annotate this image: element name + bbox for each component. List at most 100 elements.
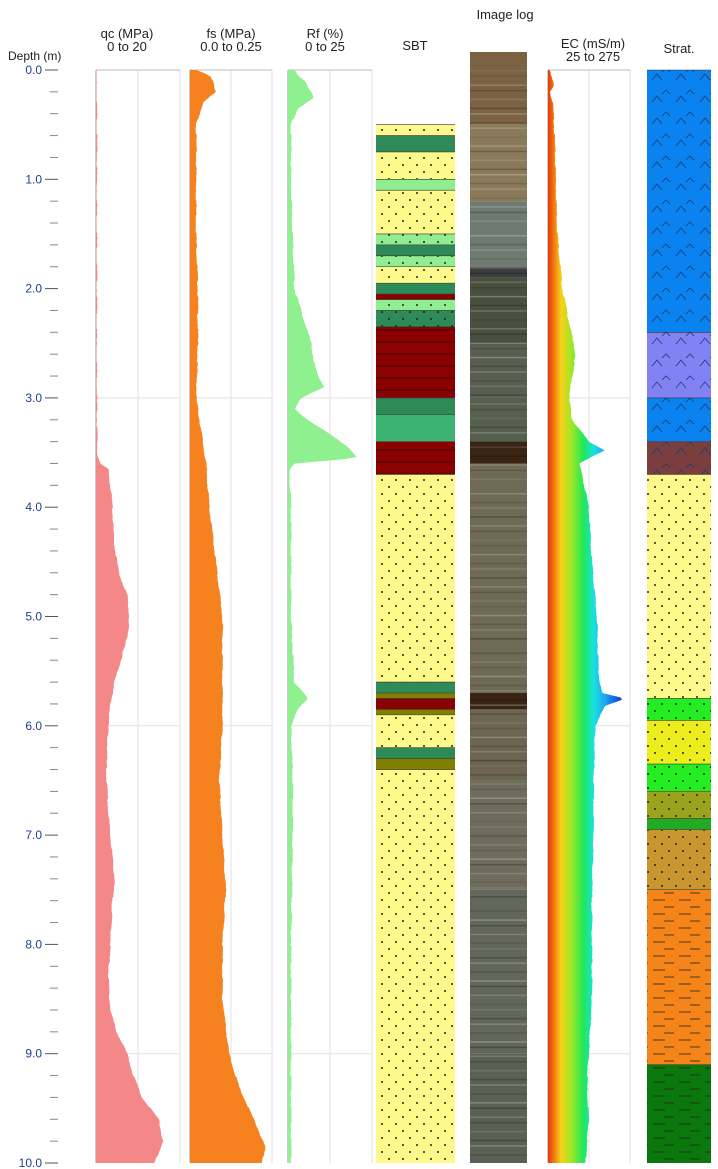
strat-layer-pattern <box>647 764 711 792</box>
image-log-streak <box>470 1032 527 1034</box>
image-log-streak <box>470 1139 527 1142</box>
image-log-streak <box>470 844 527 846</box>
ec-area <box>548 70 623 1163</box>
image-log-streak <box>470 188 527 190</box>
sbt-layer-pattern <box>376 124 455 136</box>
image-log-streak <box>470 956 527 959</box>
image-log-streak <box>470 759 527 762</box>
image-log-streak <box>470 568 527 570</box>
sbt-layer-pattern <box>376 266 455 284</box>
sbt-layer <box>376 135 455 152</box>
image-log-streak <box>470 661 527 663</box>
strat-layer-pattern <box>647 441 711 475</box>
depth-tick-label: 6.0 <box>25 719 42 733</box>
sbt-layer <box>376 244 455 256</box>
image-log-streak <box>470 1154 527 1156</box>
image-log-streak <box>470 1003 527 1006</box>
depth-tick-label: 9.0 <box>25 1047 42 1061</box>
qc-header: qc (MPa) 0 to 20 <box>82 27 172 53</box>
image-log-streak <box>470 783 527 785</box>
image-log-streak <box>470 492 527 495</box>
fs-area <box>190 70 266 1163</box>
image-log-streak <box>470 994 527 997</box>
sbt-track-label: SBT <box>402 38 428 53</box>
depth-tick-label: 7.0 <box>25 828 42 842</box>
image-log-streak <box>470 820 527 823</box>
image-log-streak <box>470 107 527 110</box>
fs-header: fs (MPa) 0.0 to 0.25 <box>186 27 276 53</box>
image-log-streak <box>470 698 527 701</box>
image-log-streak <box>470 614 527 617</box>
image-log-track <box>470 52 527 1163</box>
image-log-streak <box>470 464 527 466</box>
strat-layer <box>647 818 711 830</box>
sbt-layer <box>376 682 455 694</box>
image-log-streak <box>470 98 527 101</box>
image-log-streak <box>470 197 527 199</box>
image-log-band <box>470 441 527 464</box>
image-log-streak <box>470 704 527 706</box>
image-log-streak <box>470 881 527 884</box>
image-log-streak <box>470 600 527 602</box>
sbt-layer <box>376 698 455 710</box>
depth-tick-label: 10.0 <box>19 1156 43 1169</box>
image-log-streak <box>470 713 527 715</box>
image-log-streak <box>470 501 527 504</box>
image-log-streak <box>470 440 527 443</box>
strat-layer-pattern <box>647 332 711 398</box>
image-log-streak <box>470 516 527 518</box>
image-log-streak <box>470 629 527 631</box>
image-log-streak <box>470 281 527 283</box>
image-log-streak <box>470 206 527 208</box>
image-log-streak <box>470 1041 527 1043</box>
depth-tick-label: 8.0 <box>25 937 42 951</box>
image-log-track-label: Image log <box>476 7 534 22</box>
ec-track <box>547 69 631 1163</box>
image-log-streak <box>470 525 527 527</box>
qc-area <box>96 70 164 1163</box>
image-log-streak <box>470 403 527 405</box>
image-log-streak <box>470 385 527 388</box>
image-log-streak <box>470 84 527 86</box>
strat-layer-pattern <box>647 474 711 699</box>
depth-tick-label: 4.0 <box>25 500 42 514</box>
image-log-streak <box>470 690 527 692</box>
image-log-streak <box>470 638 527 640</box>
sbt-track <box>376 124 455 1163</box>
image-log-streak <box>470 1061 527 1063</box>
image-log-streak <box>470 774 527 776</box>
image-log-streak <box>470 319 527 321</box>
image-log-streak <box>470 469 527 472</box>
image-log-streak <box>470 234 527 237</box>
image-log-streak <box>470 1009 527 1011</box>
image-log-streak <box>470 159 527 162</box>
image-log-band <box>470 780 527 890</box>
image-log-streak <box>470 887 527 889</box>
image-log-streak <box>470 1121 527 1124</box>
image-log-band <box>470 343 527 398</box>
image-log-streak <box>470 394 527 396</box>
image-log-streak <box>470 652 527 654</box>
strat-layer-pattern <box>647 1064 711 1163</box>
sbt-layer <box>376 294 455 300</box>
image-log-streak <box>470 371 527 373</box>
image-log-streak <box>470 948 527 950</box>
image-log-streak <box>470 675 527 678</box>
image-log-streak <box>470 1017 527 1020</box>
image-log-streak <box>470 1116 527 1118</box>
strat-layer-pattern <box>647 70 711 333</box>
image-log-streak <box>470 962 527 964</box>
image-log-streak <box>470 432 527 434</box>
sbt-layer-pattern <box>376 190 455 234</box>
sbt-header: SBT <box>375 39 455 52</box>
image-log-streak <box>470 684 527 687</box>
image-log-streak <box>470 1055 527 1058</box>
depth-tick-label: 5.0 <box>25 610 42 624</box>
image-log-streak <box>470 896 527 898</box>
ec-track-label: EC (mS/m) <box>560 36 626 51</box>
sbt-layer <box>376 758 455 770</box>
image-log-streak <box>470 666 527 669</box>
image-log-streak <box>470 985 527 988</box>
